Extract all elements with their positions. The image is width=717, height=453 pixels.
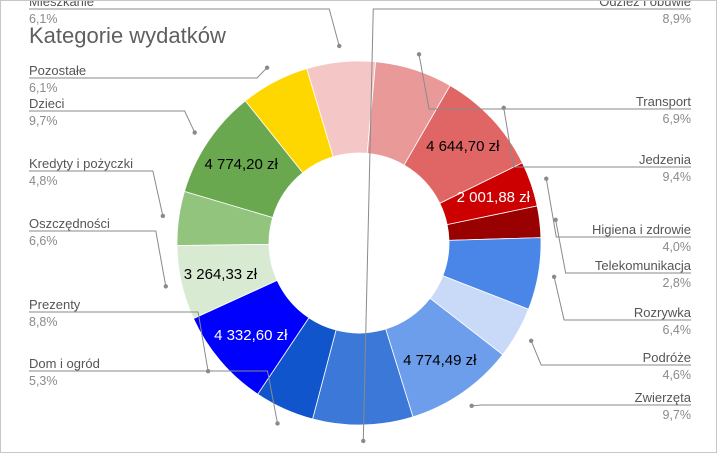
chart-title: Kategorie wydatków [29,23,226,48]
slice-14 [244,68,334,174]
leader-line-9 [29,370,279,424]
data-label-13: 4 774,20 zł [204,156,278,173]
data-label-3: 2 001,88 zł [457,189,531,206]
category-label-1: Transport [636,94,692,109]
percent-label-7: 9,7% [663,408,692,422]
leader-dot-2 [501,105,506,111]
category-label-7: Zwierzęta [635,390,692,405]
data-label-7: 4 774,49 zł [403,352,477,369]
leader-dot-8 [361,438,366,444]
leader-dot-0 [337,43,342,49]
percent-label-1: 6,9% [663,112,692,126]
category-label-14: Pozostałe [29,63,86,78]
leader-dot-1 [416,52,422,57]
percent-label-6: 4,6% [663,368,692,382]
category-label-0: Mieszkanie [29,1,94,9]
category-label-4: Telekomunikacja [595,258,692,273]
percent-label-13: 9,7% [29,114,58,128]
leader-dot-12 [160,213,166,219]
data-label-10: 4 332,60 zł [214,327,288,344]
percent-label-3: 4,0% [663,240,692,254]
leader-line-13 [29,110,196,133]
category-label-12: Kredyty i pożyczki [29,156,133,171]
leader-line-6 [530,340,691,366]
leader-line-2 [503,107,691,168]
data-label-11: 3 264,33 zł [184,266,258,283]
leader-dot-9 [275,421,280,426]
leader-line-14 [29,67,268,79]
leader-line-8 [362,8,691,441]
category-label-10: Prezenty [29,297,81,312]
leader-line-0 [29,8,340,47]
percent-label-10: 8,8% [29,315,58,329]
data-label-2: 4 644,70 zł [426,138,500,155]
leader-dot-11 [163,284,169,289]
category-label-11: Oszczędności [29,216,110,231]
category-label-2: Jedzenia [639,152,692,167]
category-label-3: Higiena i zdrowie [592,222,691,237]
percent-label-4: 2,8% [663,276,692,290]
percent-label-8: 8,9% [663,12,692,26]
percent-label-2: 9,4% [663,170,692,184]
percent-label-9: 5,3% [29,374,58,388]
category-label-8: Odzież i obuwie [599,1,691,9]
leader-dot-10 [205,368,211,374]
percent-label-5: 6,4% [663,323,692,337]
leader-line-4 [555,219,691,274]
leader-dot-13 [192,130,197,135]
leader-dot-7 [469,403,474,409]
category-label-5: Rozrywka [634,305,692,320]
leader-line-5 [553,276,691,321]
category-label-13: Dzieci [29,96,65,111]
leader-line-12 [29,170,164,217]
leader-dot-14 [264,65,270,70]
leader-line-10 [29,311,209,372]
percent-label-14: 6,1% [29,81,58,95]
leader-dot-6 [528,338,534,344]
category-label-9: Dom i ogród [29,356,100,371]
percent-label-11: 6,6% [29,234,58,248]
leader-dot-4 [553,217,558,223]
percent-label-0: 6,1% [29,12,58,26]
leader-dot-5 [551,274,557,279]
leader-dot-3 [544,176,549,181]
leader-line-1 [418,54,691,110]
leader-line-7 [471,404,691,407]
category-label-6: Podróże [643,350,691,365]
leader-line-3 [545,178,691,238]
percent-label-12: 4,8% [29,174,58,188]
leader-line-11 [29,230,167,287]
